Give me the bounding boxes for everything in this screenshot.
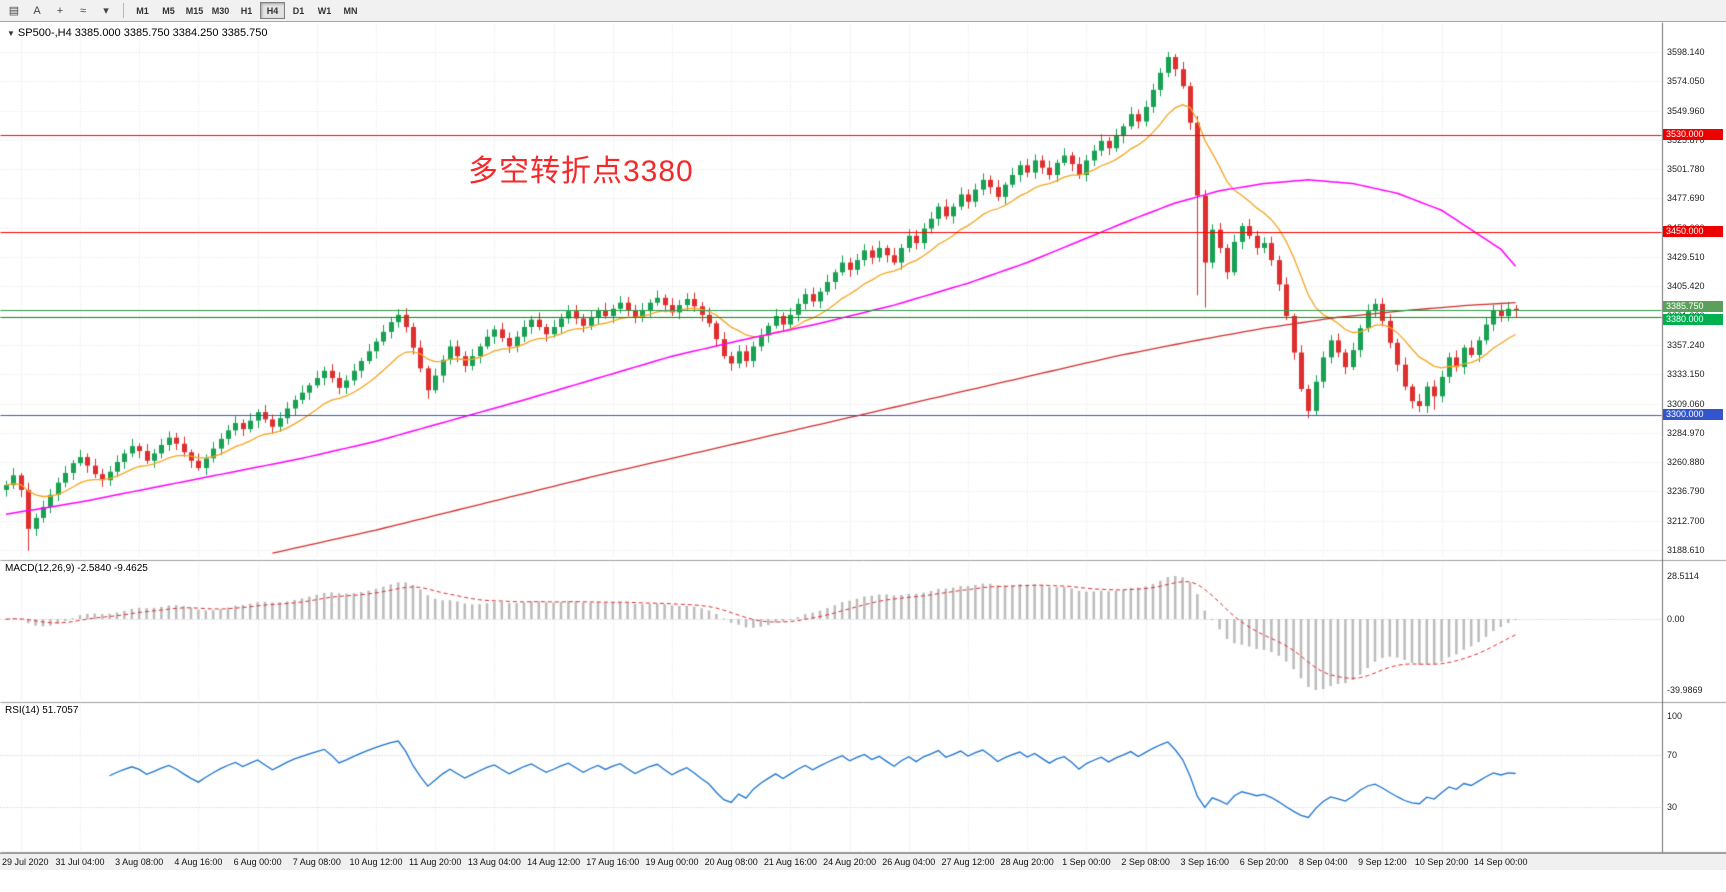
indicator-icon[interactable]: ≈ [72,2,94,20]
price-tick-label: 3501.780 [1667,164,1705,175]
time-axis-label: 8 Sep 04:00 [1298,857,1348,867]
toolbar-separator [123,3,124,18]
price-tick-label: 3212.700 [1667,515,1705,526]
price-tick-label: 3525.870 [1667,134,1705,145]
rsi-level-label: 30 [1667,802,1678,812]
price-tick-label: 3188.610 [1667,545,1705,555]
timeframe-h1-button[interactable]: H1 [234,2,259,19]
time-axis-label: 28 Aug 20:00 [1000,857,1054,867]
timeframe-w1-button[interactable]: W1 [312,2,337,19]
time-axis-label: 2 Sep 08:00 [1121,857,1170,867]
price-axis[interactable]: 3598.140 3574.050 3549.960 3525.870 3501.780… [1663,0,1726,892]
time-axis-label: 24 Aug 20:00 [823,857,877,867]
price-tick-label: 3284.970 [1667,427,1705,438]
time-axis-label: 10 Sep 20:00 [1414,857,1469,867]
time-axis-label: 6 Sep 20:00 [1239,857,1289,867]
dropdown-caret-icon[interactable]: ▾ [95,2,117,20]
timeframe-m1-button[interactable]: M1 [130,2,155,19]
timeframe-h4-button[interactable]: H4 [260,2,285,19]
price-tick-label: 3429.510 [1667,252,1705,263]
rsi-level-label: 70 [1667,750,1678,760]
macd-indicator-label: MACD(12,26,9) -2.5840 -9.4625 [5,563,148,574]
price-tick-label: 3357.240 [1667,339,1705,350]
time-axis[interactable]: 29 Jul 2020 31 Jul 04:00 3 Aug 08:00 4 Aug … [0,853,1726,870]
time-axis-label: 19 Aug 00:00 [645,857,699,867]
text-tool-icon[interactable]: A [26,2,48,20]
time-axis-label: 3 Sep 16:00 [1180,857,1230,867]
time-axis-label: 14 Aug 12:00 [527,857,581,867]
macd-zero-label: 0.00 [1667,614,1685,625]
time-axis-label: 20 Aug 08:00 [704,857,758,867]
timeframe-mn-button[interactable]: MN [338,2,363,19]
time-axis-label: 1 Sep 00:00 [1062,857,1111,867]
macd-max-label: 28.5114 [1667,571,1699,581]
price-tick-label: 3260.880 [1667,457,1705,468]
price-line-tag: 3380.000 [1663,314,1723,326]
price-tick-label: 3549.960 [1667,105,1705,116]
price-line-tag: 3450.000 [1663,226,1723,238]
price-tick-label: 3405.420 [1667,281,1705,292]
time-axis-label: 31 Jul 04:00 [55,857,105,867]
price-line-tag: 3385.750 [1663,301,1723,313]
chart-title-text: SP500-,H4 3385.000 3385.750 3384.250 338… [17,27,268,39]
price-tick-label: 3574.050 [1667,76,1705,87]
macd-min-label: -39.9869 [1667,685,1703,695]
time-axis-label: 4 Aug 16:00 [174,857,223,867]
time-axis-label: 10 Aug 12:00 [349,857,403,867]
annotation-text: 多空转折点3380 [468,155,694,188]
time-axis-label: 6 Aug 00:00 [233,857,282,867]
time-axis-label: 7 Aug 08:00 [292,857,341,867]
timeframe-m30-button[interactable]: M30 [208,2,233,19]
chart-title: ▼ SP500-,H4 3385.000 3385.750 3384.250 33… [7,27,267,39]
price-tick-label: 3477.690 [1667,193,1705,204]
time-axis-label: 17 Aug 16:00 [586,857,640,867]
charts-grid-icon[interactable]: ▤ [3,2,25,20]
timeframe-d1-button[interactable]: D1 [286,2,311,19]
price-tick-label: 3333.150 [1667,369,1705,380]
price-tick-label: 3236.790 [1667,486,1705,497]
toolbar: ▤ A + ≈ ▾ M1 M5 M15 M30 H1 H4 D1 W1 MN [0,0,1726,22]
timeframe-m15-button[interactable]: M15 [182,2,207,19]
price-line-tag: 3530.000 [1663,128,1723,140]
price-tick-label: 3598.140 [1667,47,1705,57]
time-axis-label: 9 Sep 12:00 [1358,857,1407,867]
collapse-icon[interactable]: ▼ [7,29,15,38]
price-line-tag: 3300.000 [1663,408,1723,420]
time-axis-label: 13 Aug 04:00 [467,857,521,867]
timeframe-m5-button[interactable]: M5 [156,2,181,19]
time-axis-label: 27 Aug 12:00 [941,857,995,867]
time-axis-label: 3 Aug 08:00 [115,857,164,867]
crosshair-icon[interactable]: + [49,2,71,20]
price-tick-label: 3309.060 [1667,398,1705,409]
rsi-level-label: 100 [1667,711,1683,721]
time-axis-label: 11 Aug 20:00 [408,857,462,867]
time-axis-label: 14 Sep 00:00 [1474,857,1528,867]
rsi-indicator-label: RSI(14) 51.7057 [5,705,79,716]
time-axis-label: 26 Aug 04:00 [882,857,936,867]
time-axis-label: 21 Aug 16:00 [763,857,817,867]
time-axis-label: 29 Jul 2020 [2,857,49,867]
